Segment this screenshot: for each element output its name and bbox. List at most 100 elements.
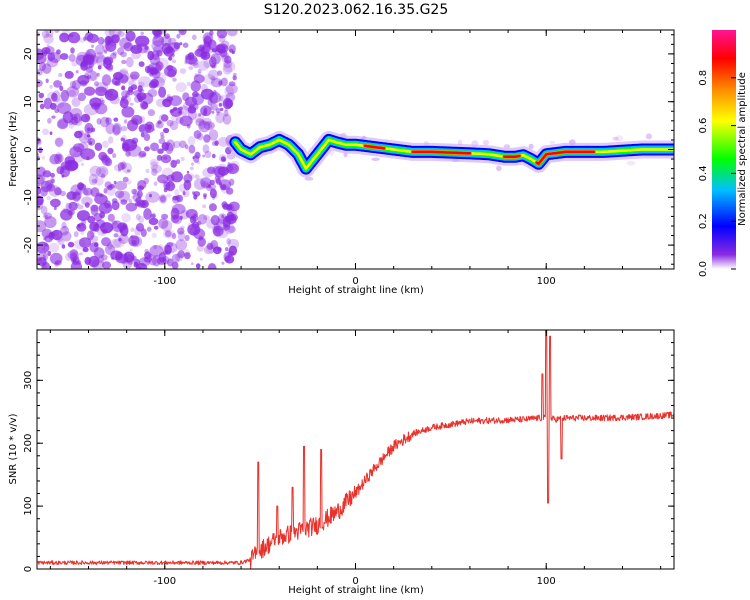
noise-blob (191, 191, 195, 195)
noise-blob (180, 225, 185, 230)
noise-blob (131, 188, 137, 195)
noise-blob (170, 114, 178, 122)
noise-blob (137, 185, 145, 191)
noise-blob (103, 56, 114, 65)
noise-blob (190, 80, 201, 92)
noise-blob (158, 86, 167, 98)
noise-blob (200, 83, 208, 93)
noise-blob (37, 68, 43, 76)
noise-blob (222, 63, 233, 75)
noise-blob (198, 113, 202, 117)
noise-blob (152, 30, 162, 36)
noise-blob (166, 258, 174, 267)
noise-blob (213, 227, 221, 237)
noise-blob (196, 160, 201, 165)
noise-blob (194, 151, 201, 159)
noise-blob (53, 80, 62, 88)
noise-blob (149, 73, 153, 77)
noise-blob (193, 228, 206, 240)
noise-blob (168, 95, 182, 107)
noise-blob (54, 137, 64, 148)
noise-blob (71, 256, 80, 265)
y-tick-label: 100 (23, 497, 34, 516)
noise-blob (147, 109, 155, 117)
noise-blob (69, 146, 83, 158)
noise-blob (37, 53, 47, 64)
noise-blob (57, 154, 64, 163)
noise-blob (118, 190, 131, 202)
noise-blob (51, 115, 56, 119)
noise-blob (612, 136, 619, 141)
noise-blob (186, 170, 190, 174)
noise-blob (182, 42, 189, 48)
noise-blob (177, 250, 185, 259)
noise-blob (163, 46, 175, 57)
noise-blob (144, 121, 155, 133)
noise-blob (50, 178, 55, 184)
noise-blob (44, 214, 48, 219)
noise-blob (85, 66, 94, 73)
noise-blob (50, 172, 55, 178)
noise-blob (151, 164, 163, 174)
noise-blob (86, 33, 99, 43)
noise-blob (215, 227, 223, 234)
noise-blob (152, 212, 157, 219)
noise-blob (57, 238, 65, 245)
noise-blob (41, 155, 46, 160)
noise-blob (197, 69, 202, 74)
noise-blob (143, 256, 152, 263)
noise-blob (158, 252, 167, 263)
noise-blob (118, 233, 129, 244)
noise-blob (113, 117, 119, 122)
noise-blob (162, 229, 175, 239)
noise-blob (101, 261, 112, 269)
noise-blob (203, 215, 210, 221)
noise-blob (66, 86, 79, 98)
noise-blob (54, 30, 60, 33)
noise-blob (202, 167, 214, 178)
noise-blob (130, 44, 143, 54)
noise-blob (200, 105, 212, 117)
noise-blob (51, 229, 63, 241)
noise-blob (156, 50, 163, 57)
noise-blob (226, 30, 238, 37)
noise-blob (54, 108, 60, 114)
noise-blob (206, 242, 214, 250)
noise-blob (166, 119, 174, 127)
noise-blob (219, 107, 224, 111)
noise-blob (51, 92, 58, 102)
noise-blob (70, 47, 75, 54)
noise-blob (220, 51, 229, 60)
y-tick-label: 20 (23, 48, 34, 61)
noise-blob (216, 228, 229, 239)
noise-blob (164, 230, 172, 238)
noise-blob (77, 92, 86, 102)
noise-blob (179, 115, 193, 127)
noise-blob (61, 221, 67, 229)
noise-blob (96, 72, 100, 77)
noise-blob (201, 181, 210, 189)
noise-blob (225, 83, 238, 95)
noise-blob (198, 120, 211, 133)
noise-blob (97, 65, 102, 70)
noise-blob (214, 140, 219, 146)
noise-blob (37, 138, 42, 146)
noise-blob (53, 206, 57, 210)
noise-blob (125, 202, 138, 212)
noise-blob (54, 137, 64, 146)
noise-blob (112, 122, 122, 135)
noise-blob (76, 210, 90, 221)
noise-blob (123, 119, 128, 124)
noise-blob (111, 220, 119, 229)
noise-blob (148, 253, 153, 257)
noise-blob (138, 95, 143, 103)
noise-blob (209, 30, 214, 36)
noise-blob (160, 135, 165, 139)
noise-blob (114, 180, 128, 191)
noise-blob (100, 173, 106, 179)
noise-blob (215, 107, 221, 114)
noise-blob (105, 117, 112, 125)
noise-blob (37, 182, 40, 188)
noise-blob (99, 97, 104, 103)
noise-blob (58, 73, 63, 77)
